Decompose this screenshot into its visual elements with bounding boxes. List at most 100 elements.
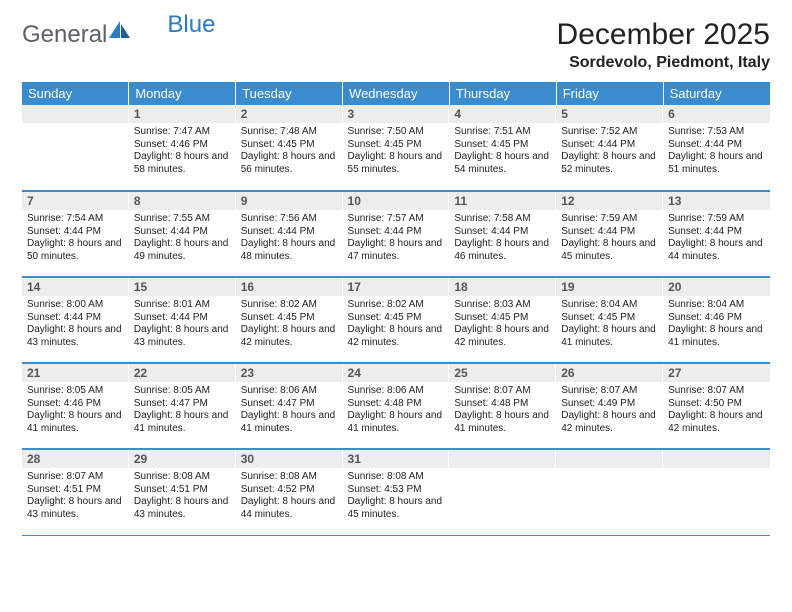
day-details: Sunrise: 7:51 AMSunset: 4:45 PMDaylight:… [449,123,556,180]
daylight-text: Daylight: 8 hours and 45 minutes. [348,496,445,521]
day-details: Sunrise: 8:07 AMSunset: 4:48 PMDaylight:… [449,382,556,439]
calendar-day-cell: 13Sunrise: 7:59 AMSunset: 4:44 PMDayligh… [663,191,770,277]
day-number: 6 [663,105,770,123]
weekday-header: Saturday [663,82,770,105]
sunrise-text: Sunrise: 8:02 AM [348,299,445,312]
daylight-text: Daylight: 8 hours and 42 minutes. [241,324,338,349]
daylight-text: Daylight: 8 hours and 43 minutes. [134,496,231,521]
sunset-text: Sunset: 4:46 PM [134,139,231,152]
calendar-day-cell: 21Sunrise: 8:05 AMSunset: 4:46 PMDayligh… [22,363,129,449]
day-details: Sunrise: 7:48 AMSunset: 4:45 PMDaylight:… [236,123,343,180]
sunrise-text: Sunrise: 8:05 AM [134,385,231,398]
calendar-day-cell: 5Sunrise: 7:52 AMSunset: 4:44 PMDaylight… [556,105,663,191]
sunset-text: Sunset: 4:45 PM [454,139,551,152]
calendar-day-cell: 9Sunrise: 7:56 AMSunset: 4:44 PMDaylight… [236,191,343,277]
sunrise-text: Sunrise: 7:50 AM [348,126,445,139]
daylight-text: Daylight: 8 hours and 48 minutes. [241,238,338,263]
sunset-text: Sunset: 4:48 PM [348,398,445,411]
sunrise-text: Sunrise: 7:59 AM [561,213,658,226]
calendar-day-cell: 6Sunrise: 7:53 AMSunset: 4:44 PMDaylight… [663,105,770,191]
sunrise-text: Sunrise: 7:52 AM [561,126,658,139]
calendar-day-cell: 20Sunrise: 8:04 AMSunset: 4:46 PMDayligh… [663,277,770,363]
day-details: Sunrise: 8:02 AMSunset: 4:45 PMDaylight:… [236,296,343,353]
sunset-text: Sunset: 4:46 PM [668,312,765,325]
day-details: Sunrise: 8:01 AMSunset: 4:44 PMDaylight:… [129,296,236,353]
day-number: 15 [129,278,236,296]
sunrise-text: Sunrise: 8:07 AM [454,385,551,398]
calendar-day-cell: 17 Sunrise: 8:02 AMSunset: 4:45 PMDayligh… [343,277,450,363]
sunrise-text: Sunrise: 7:47 AM [134,126,231,139]
sunset-text: Sunset: 4:45 PM [348,312,445,325]
calendar-week-row: 28Sunrise: 8:07 AMSunset: 4:51 PMDayligh… [22,449,770,535]
day-details: Sunrise: 8:04 AMSunset: 4:46 PMDaylight:… [663,296,770,353]
title-block: December 2025 Sordevolo, Piedmont, Italy [557,18,770,72]
daylight-text: Daylight: 8 hours and 41 minutes. [561,324,658,349]
day-number: 17 [343,278,450,296]
daylight-text: Daylight: 8 hours and 56 minutes. [241,151,338,176]
weekday-header: Thursday [449,82,556,105]
day-details: Sunrise: 8:08 AMSunset: 4:53 PMDaylight:… [343,468,450,525]
calendar-day-cell: 10Sunrise: 7:57 AMSunset: 4:44 PMDayligh… [343,191,450,277]
day-number [449,450,556,468]
sunset-text: Sunset: 4:51 PM [134,484,231,497]
calendar-day-cell [449,449,556,535]
sunrise-text: Sunrise: 8:01 AM [134,299,231,312]
day-number: 27 [663,364,770,382]
day-number: 2 [236,105,343,123]
calendar-day-cell: 11Sunrise: 7:58 AMSunset: 4:44 PMDayligh… [449,191,556,277]
daylight-text: Daylight: 8 hours and 42 minutes. [348,324,445,349]
weekday-header: Friday [556,82,663,105]
daylight-text: Daylight: 8 hours and 44 minutes. [241,496,338,521]
day-number: 3 [343,105,450,123]
daylight-text: Daylight: 8 hours and 42 minutes. [668,410,765,435]
day-details: Sunrise: 7:56 AMSunset: 4:44 PMDaylight:… [236,210,343,267]
sunset-text: Sunset: 4:44 PM [27,312,124,325]
day-number: 26 [556,364,663,382]
day-number: 16 [236,278,343,296]
calendar-day-cell [22,105,129,191]
day-number: 24 [343,364,450,382]
weekday-header: Sunday [22,82,129,105]
day-number: 8 [129,192,236,210]
day-number: 5 [556,105,663,123]
daylight-text: Daylight: 8 hours and 43 minutes. [134,324,231,349]
day-number: 9 [236,192,343,210]
daylight-text: Daylight: 8 hours and 51 minutes. [668,151,765,176]
sunset-text: Sunset: 4:44 PM [241,226,338,239]
brand-logo: General Blue [22,18,215,52]
calendar-day-cell: 30Sunrise: 8:08 AMSunset: 4:52 PMDayligh… [236,449,343,535]
weekday-header-row: Sunday Monday Tuesday Wednesday Thursday… [22,82,770,105]
weekday-header: Tuesday [236,82,343,105]
day-number: 1 [129,105,236,123]
day-details: Sunrise: 8:06 AMSunset: 4:47 PMDaylight:… [236,382,343,439]
day-details: Sunrise: 8:00 AMSunset: 4:44 PMDaylight:… [22,296,129,353]
sunrise-text: Sunrise: 7:57 AM [348,213,445,226]
calendar-day-cell: 27Sunrise: 8:07 AMSunset: 4:50 PMDayligh… [663,363,770,449]
sunset-text: Sunset: 4:45 PM [454,312,551,325]
sunset-text: Sunset: 4:51 PM [27,484,124,497]
calendar-table: Sunday Monday Tuesday Wednesday Thursday… [22,82,770,536]
daylight-text: Daylight: 8 hours and 42 minutes. [561,410,658,435]
day-details: Sunrise: 7:58 AMSunset: 4:44 PMDaylight:… [449,210,556,267]
calendar-day-cell: 16Sunrise: 8:02 AMSunset: 4:45 PMDayligh… [236,277,343,363]
sunrise-text: Sunrise: 8:06 AM [348,385,445,398]
sunset-text: Sunset: 4:47 PM [241,398,338,411]
day-details: Sunrise: 8:07 AMSunset: 4:50 PMDaylight:… [663,382,770,439]
daylight-text: Daylight: 8 hours and 58 minutes. [134,151,231,176]
brand-word-blue: Blue [167,11,215,39]
sunrise-text: Sunrise: 7:51 AM [454,126,551,139]
day-number [556,450,663,468]
day-number: 31 [343,450,450,468]
sunrise-text: Sunrise: 8:06 AM [241,385,338,398]
day-details: Sunrise: 7:55 AMSunset: 4:44 PMDaylight:… [129,210,236,267]
daylight-text: Daylight: 8 hours and 41 minutes. [241,410,338,435]
day-number: 20 [663,278,770,296]
brand-word-general: General [22,21,107,49]
day-number: 7 [22,192,129,210]
sunrise-text: Sunrise: 7:55 AM [134,213,231,226]
sunrise-text: Sunrise: 8:08 AM [348,471,445,484]
header: General Blue December 2025 Sordevolo, Pi… [22,18,770,72]
calendar-day-cell: 31Sunrise: 8:08 AMSunset: 4:53 PMDayligh… [343,449,450,535]
weekday-header: Monday [129,82,236,105]
daylight-text: Daylight: 8 hours and 42 minutes. [454,324,551,349]
